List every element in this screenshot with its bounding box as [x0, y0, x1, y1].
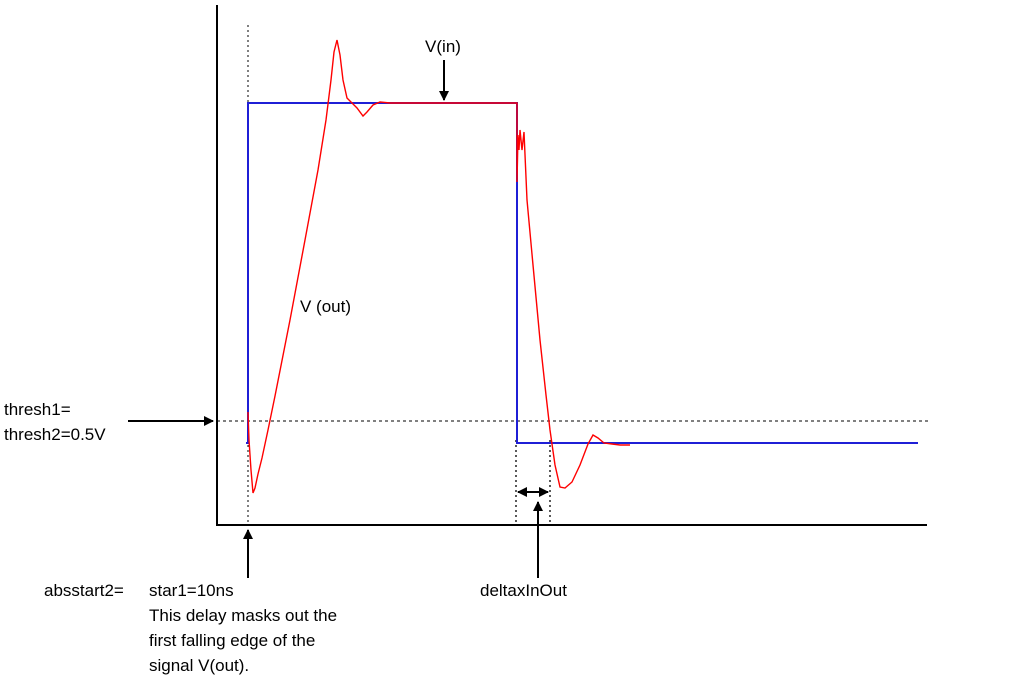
delta-label: deltaxInOut — [480, 581, 567, 600]
note-line-2: first falling edge of the — [149, 631, 315, 650]
absstart-value: star1=10ns — [149, 581, 234, 600]
vin-trace — [246, 102, 918, 444]
note-line-3: signal V(out). — [149, 656, 249, 675]
vin-label: V(in) — [425, 37, 461, 56]
vout-trace — [247, 39, 630, 494]
vout-label: V (out) — [300, 297, 351, 316]
absstart-label: absstart2= — [44, 581, 124, 600]
thresh-label-line2: thresh2=0.5V — [4, 425, 106, 444]
thresh-label-line1: thresh1= — [4, 400, 71, 419]
note-line-1: This delay masks out the — [149, 606, 337, 625]
